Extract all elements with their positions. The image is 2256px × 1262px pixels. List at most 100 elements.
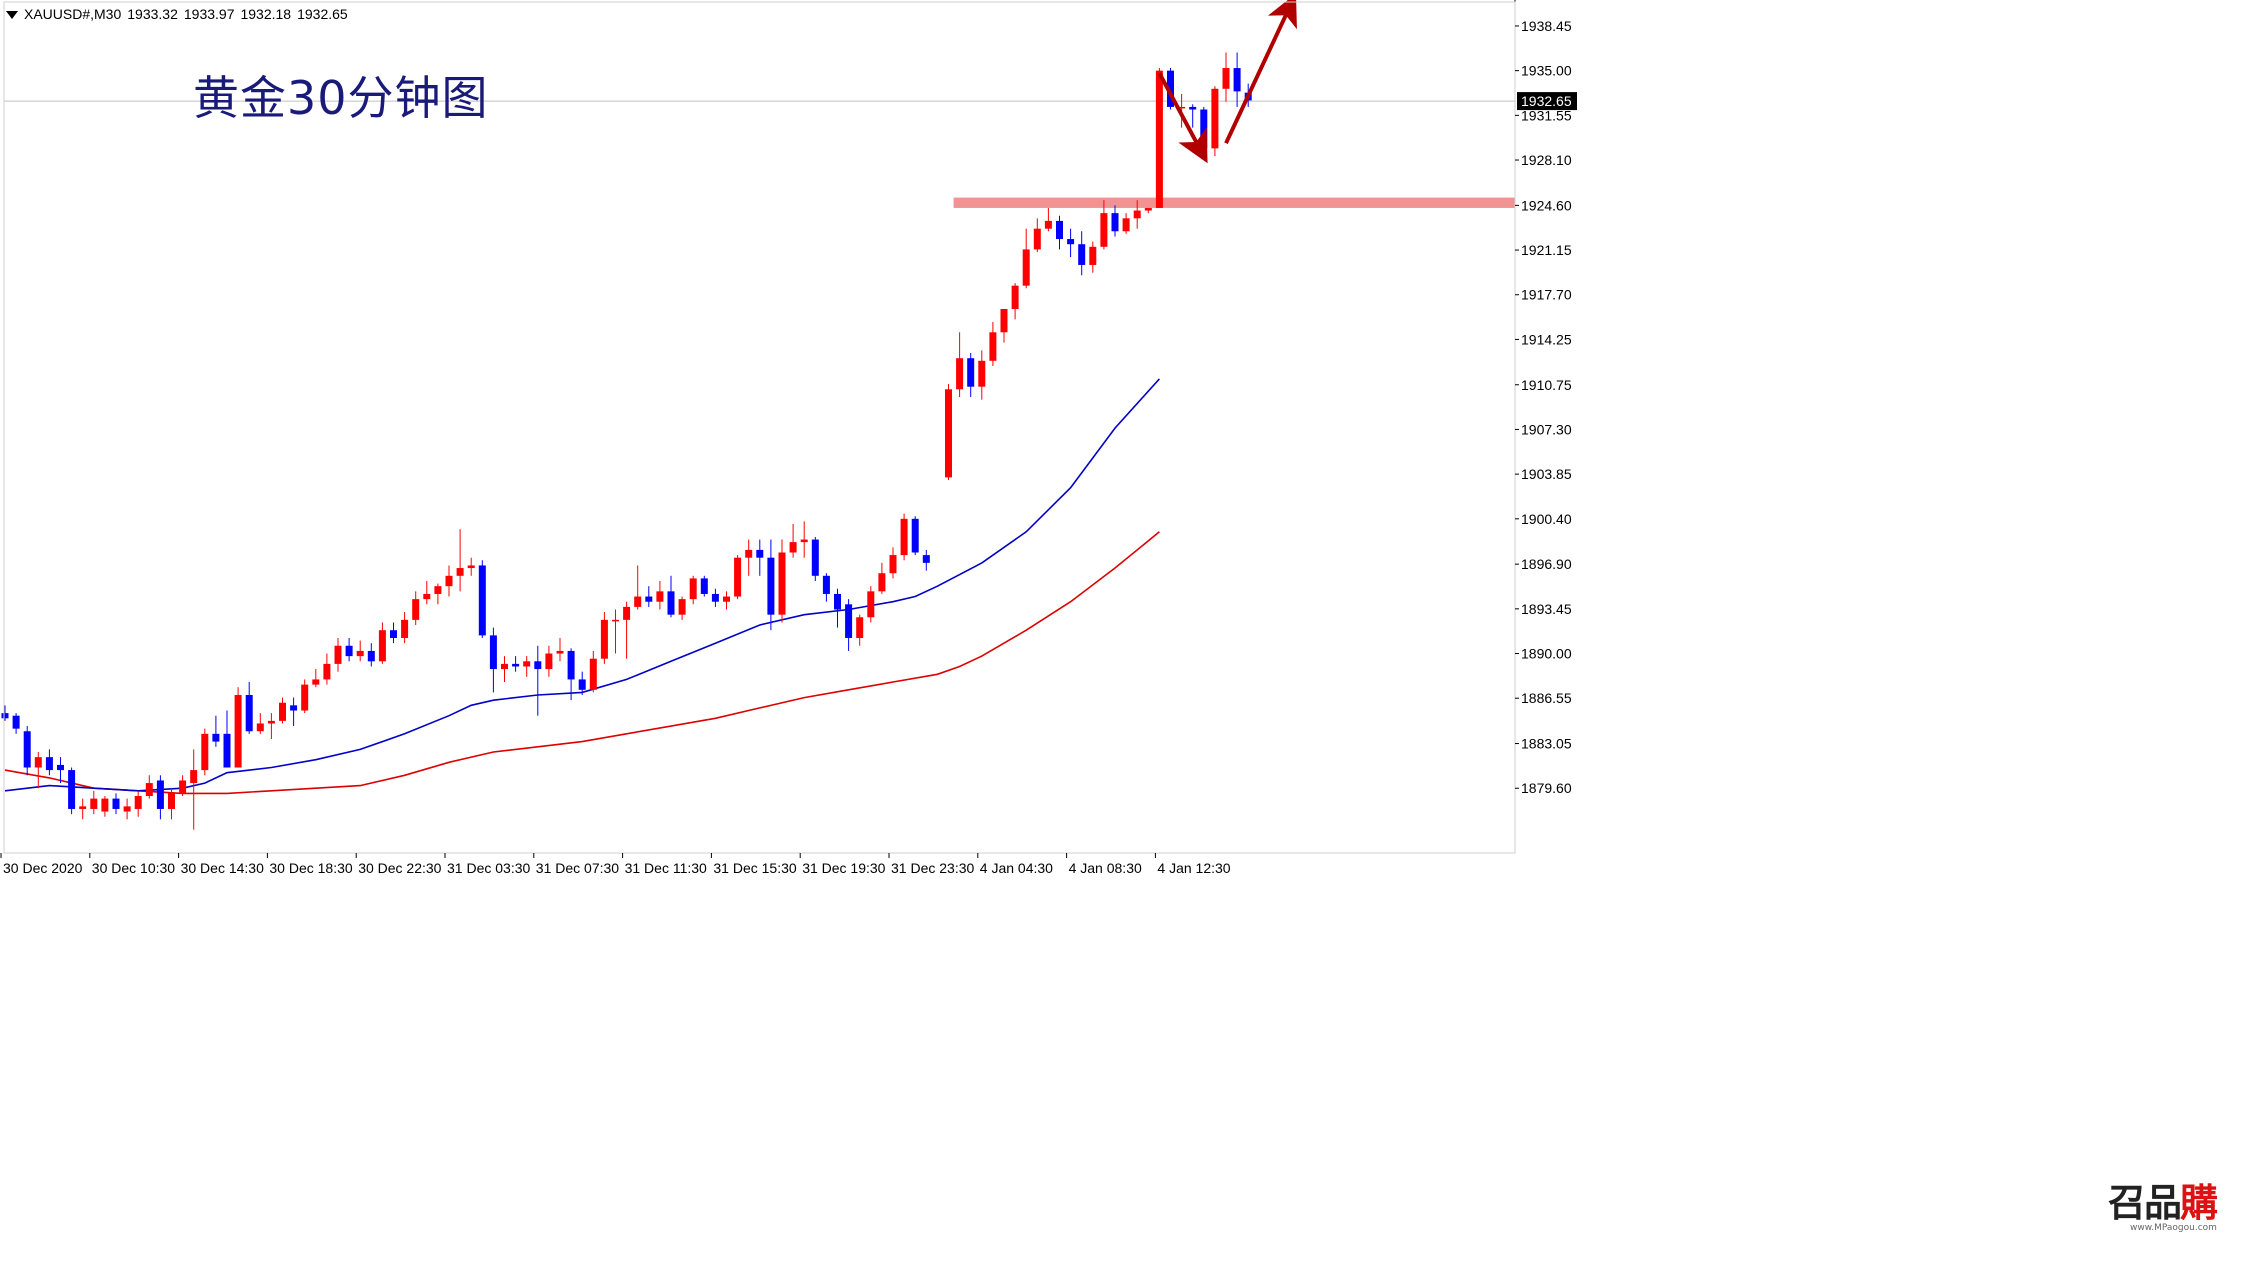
- candle-body[interactable]: [223, 733, 231, 768]
- candle[interactable]: [1033, 218, 1041, 252]
- candle-body[interactable]: [834, 593, 841, 610]
- candle-body[interactable]: [245, 694, 253, 732]
- candle[interactable]: [1167, 68, 1174, 110]
- candle-body[interactable]: [290, 705, 298, 711]
- candle-body[interactable]: [1189, 106, 1197, 110]
- candle[interactable]: [545, 645, 553, 677]
- candle[interactable]: [534, 645, 542, 716]
- candle[interactable]: [623, 601, 631, 659]
- candle[interactable]: [179, 775, 187, 797]
- candle[interactable]: [156, 775, 164, 820]
- candle-body[interactable]: [767, 557, 775, 615]
- candle[interactable]: [578, 671, 586, 695]
- candle[interactable]: [989, 321, 997, 366]
- candle[interactable]: [456, 529, 464, 592]
- candle-body[interactable]: [190, 770, 198, 784]
- candle-body[interactable]: [723, 596, 730, 602]
- candle[interactable]: [867, 586, 875, 623]
- candle-body[interactable]: [1000, 308, 1008, 333]
- candle-body[interactable]: [279, 702, 286, 721]
- candle-body[interactable]: [501, 663, 508, 670]
- candle-body[interactable]: [179, 780, 187, 794]
- candle[interactable]: [267, 713, 275, 740]
- candle-body[interactable]: [79, 806, 87, 809]
- candle[interactable]: [68, 767, 76, 815]
- candle-body[interactable]: [456, 568, 464, 576]
- candle-body[interactable]: [378, 630, 386, 662]
- candle[interactable]: [800, 521, 808, 558]
- candle[interactable]: [323, 653, 331, 685]
- candle[interactable]: [123, 798, 131, 820]
- candle-body[interactable]: [956, 358, 964, 390]
- candle-body[interactable]: [589, 658, 597, 690]
- candle-body[interactable]: [423, 593, 431, 600]
- candle[interactable]: [1111, 205, 1119, 237]
- candle[interactable]: [356, 640, 364, 662]
- candle[interactable]: [112, 793, 120, 815]
- candle-body[interactable]: [789, 542, 797, 553]
- candle[interactable]: [1, 705, 9, 721]
- candle-body[interactable]: [467, 565, 475, 569]
- candle-body[interactable]: [778, 552, 786, 615]
- candle[interactable]: [1056, 215, 1063, 250]
- candle[interactable]: [390, 622, 397, 644]
- candle-body[interactable]: [1155, 70, 1163, 208]
- candle[interactable]: [723, 591, 730, 610]
- candle[interactable]: [911, 516, 919, 556]
- candle[interactable]: [878, 562, 886, 594]
- candle[interactable]: [634, 565, 642, 610]
- candle-body[interactable]: [57, 764, 64, 771]
- candle-body[interactable]: [489, 635, 497, 670]
- candle[interactable]: [256, 713, 264, 734]
- candle[interactable]: [290, 697, 298, 727]
- candle[interactable]: [345, 637, 353, 662]
- candle[interactable]: [1100, 200, 1108, 250]
- candle-body[interactable]: [1144, 207, 1152, 211]
- candle[interactable]: [1233, 52, 1241, 107]
- candle[interactable]: [245, 682, 253, 734]
- candle-body[interactable]: [1122, 218, 1130, 232]
- candle[interactable]: [367, 643, 375, 667]
- candle[interactable]: [822, 573, 830, 602]
- candle-body[interactable]: [123, 806, 131, 812]
- candle[interactable]: [1000, 308, 1008, 343]
- candle-body[interactable]: [512, 663, 520, 667]
- candle-body[interactable]: [978, 360, 986, 387]
- candle[interactable]: [700, 575, 708, 597]
- candle-body[interactable]: [900, 518, 908, 556]
- candle-body[interactable]: [623, 606, 631, 620]
- candle[interactable]: [889, 547, 897, 579]
- candle[interactable]: [834, 588, 841, 628]
- candle-body[interactable]: [68, 770, 76, 809]
- candle[interactable]: [12, 713, 20, 734]
- candle[interactable]: [279, 697, 286, 724]
- candle-body[interactable]: [23, 731, 31, 768]
- candle-body[interactable]: [134, 796, 142, 809]
- candle-body[interactable]: [678, 599, 686, 615]
- candle[interactable]: [101, 796, 109, 817]
- candle[interactable]: [134, 790, 142, 817]
- candle-body[interactable]: [745, 549, 753, 558]
- candle[interactable]: [234, 687, 242, 768]
- candle[interactable]: [612, 609, 619, 654]
- candle-body[interactable]: [201, 733, 209, 771]
- candle[interactable]: [567, 648, 575, 701]
- candle[interactable]: [956, 332, 964, 398]
- candle[interactable]: [556, 637, 564, 662]
- candle[interactable]: [734, 555, 742, 600]
- candle-body[interactable]: [45, 757, 53, 771]
- candle-body[interactable]: [612, 619, 619, 622]
- candle[interactable]: [523, 656, 531, 677]
- candle-body[interactable]: [556, 650, 564, 654]
- candle[interactable]: [1078, 231, 1086, 276]
- candle[interactable]: [45, 749, 53, 776]
- candle[interactable]: [1067, 228, 1075, 258]
- candle-body[interactable]: [345, 645, 353, 657]
- candle-body[interactable]: [845, 604, 853, 638]
- candle[interactable]: [168, 788, 175, 820]
- candle-body[interactable]: [267, 720, 275, 724]
- candle-body[interactable]: [711, 593, 719, 602]
- candle[interactable]: [945, 384, 952, 480]
- candle-body[interactable]: [1022, 249, 1030, 286]
